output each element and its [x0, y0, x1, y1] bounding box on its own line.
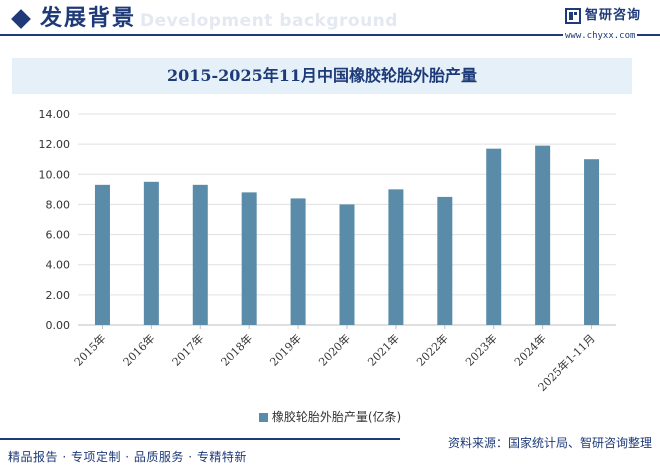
y-tick-label: 4.00: [46, 259, 71, 272]
x-tick-label: 2021年: [365, 331, 402, 368]
y-tick-label: 12.00: [39, 138, 71, 151]
x-tick-label: 2018年: [218, 331, 255, 368]
footer-tagline: 精品报告 · 专项定制 · 品质服务 · 专精特新: [8, 450, 247, 464]
brand-url: www.chyxx.com: [563, 31, 638, 41]
y-tick-label: 2.00: [46, 289, 71, 302]
x-tick-label: 2017年: [169, 331, 206, 368]
chart-legend: 橡胶轮胎外胎产量(亿条): [0, 408, 660, 425]
bar: [437, 196, 453, 325]
y-tick-label: 0.00: [46, 319, 71, 332]
chart-title: 2015-2025年11月中国橡胶轮胎外胎产量: [167, 66, 477, 85]
legend-label: 橡胶轮胎外胎产量(亿条): [271, 410, 402, 424]
bar: [584, 159, 600, 325]
x-tick-label: 2016年: [120, 331, 157, 368]
bar: [143, 181, 159, 325]
bar: [192, 184, 208, 325]
chart-title-band: [12, 58, 632, 94]
data-source: 资料来源：国家统计局、智研咨询整理: [447, 436, 652, 450]
section-watermark: Development background: [140, 11, 398, 31]
bar: [290, 198, 306, 325]
x-tick-label: 2020年: [316, 331, 353, 368]
x-tick-label: 2022年: [413, 331, 450, 368]
bar: [486, 148, 502, 325]
brand-logo-icon: [565, 8, 581, 24]
bar: [339, 204, 355, 325]
bar: [241, 192, 257, 325]
bar: [388, 189, 404, 325]
x-tick-label: 2015年: [71, 331, 108, 368]
y-tick-label: 10.00: [39, 168, 71, 181]
y-tick-label: 14.00: [39, 108, 71, 121]
bar: [94, 184, 110, 325]
bar: [535, 145, 551, 325]
x-tick-label: 2019年: [267, 331, 304, 368]
y-tick-label: 6.00: [46, 229, 71, 242]
footer-divider: [0, 438, 400, 440]
y-tick-label: 8.00: [46, 198, 71, 211]
x-tick-label: 2024年: [511, 331, 548, 368]
header-divider: [0, 34, 660, 36]
section-title: 发展背景: [40, 6, 137, 31]
x-tick-label: 2023年: [462, 331, 499, 368]
legend-swatch: [258, 413, 268, 422]
brand-name: 智研咨询: [585, 8, 642, 23]
